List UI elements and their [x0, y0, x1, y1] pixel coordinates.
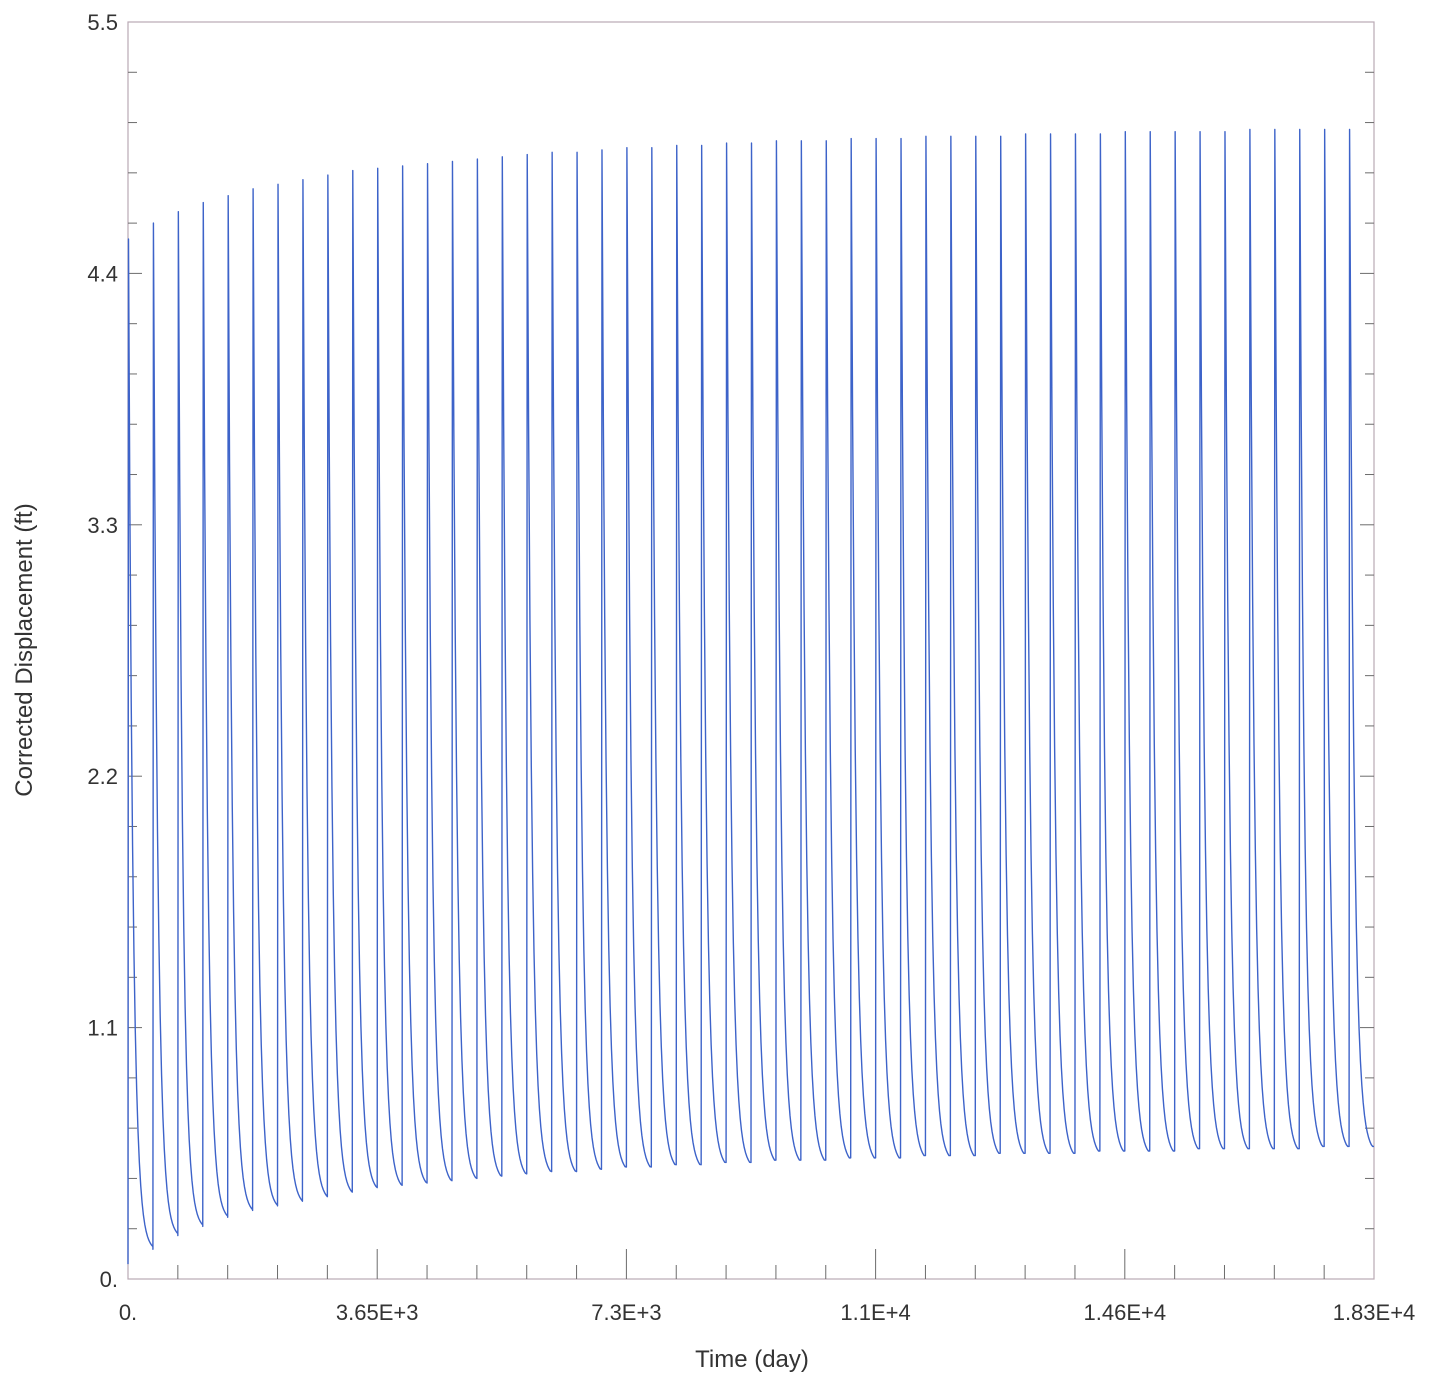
x-tick-label: 3.65E+3: [336, 1300, 419, 1325]
x-tick-label: 0.: [119, 1300, 137, 1325]
y-tick-label: 0.: [100, 1267, 118, 1292]
y-tick-label: 4.4: [87, 261, 118, 286]
x-tick-label: 1.83E+4: [1333, 1300, 1416, 1325]
x-tick-label: 1.1E+4: [840, 1300, 910, 1325]
x-tick-label: 7.3E+3: [591, 1300, 661, 1325]
series-line: [127, 128, 1374, 1265]
y-tick-label: 3.3: [87, 513, 118, 538]
x-axis-title: Time (day): [695, 1346, 809, 1373]
y-tick-label: 5.5: [87, 10, 118, 35]
series-group: [127, 128, 1374, 1265]
minor-ticks: [128, 71, 1374, 1279]
y-tick-label: 2.2: [87, 764, 118, 789]
x-tick-label: 1.46E+4: [1084, 1300, 1167, 1325]
y-axis-title: Corrected Displacement (ft): [11, 503, 38, 796]
y-tick-labels: 0. 1.1 2.2 3.3 4.4 5.5: [87, 10, 118, 1292]
x-tick-labels: 0. 3.65E+3 7.3E+3 1.1E+4 1.46E+4 1.83E+4: [119, 1300, 1415, 1325]
y-tick-label: 1.1: [87, 1016, 118, 1041]
